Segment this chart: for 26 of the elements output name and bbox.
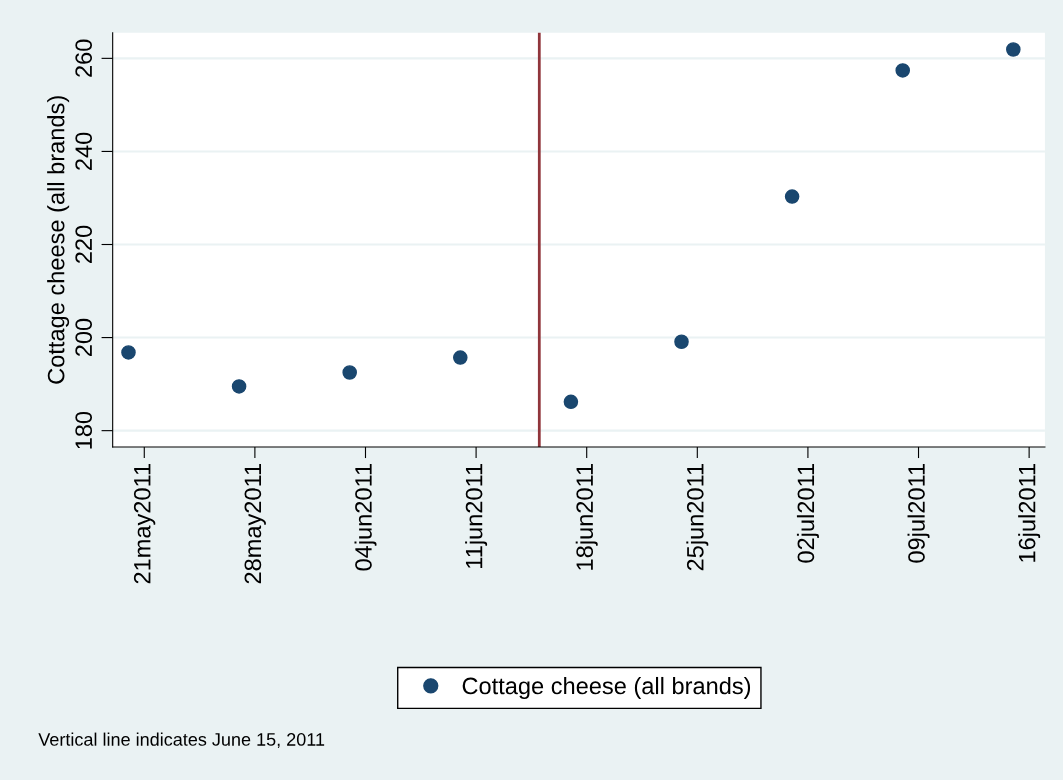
point — [121, 345, 136, 360]
x-tick-label: 21may2011 — [133, 464, 156, 584]
point — [453, 350, 468, 365]
point — [784, 189, 800, 204]
point — [895, 63, 911, 78]
point — [231, 379, 247, 394]
y-tick-label: 260 — [75, 39, 93, 77]
x-tick-label: 25jun2011 — [686, 464, 709, 571]
x-tick-label: 28may2011 — [244, 464, 266, 584]
point — [563, 394, 579, 410]
x-tick-label: 02jul2011 — [796, 464, 819, 563]
x-tick-label: 11jun2011 — [465, 464, 488, 568]
point — [342, 365, 357, 380]
text: Vertical line indicates June 15, 2011 — [38, 732, 325, 748]
x-tick-label: 16jul2011 — [1018, 464, 1041, 562]
y-tick-label: 180 — [75, 411, 93, 449]
point — [1006, 42, 1021, 57]
x-tick-label: 09jul2011 — [907, 464, 930, 563]
point — [674, 334, 689, 350]
y-tick-label: 200 — [75, 318, 93, 357]
x-tick-label: 18jun2011 — [575, 464, 598, 570]
legend-label: Cottage cheese (all brands) — [462, 676, 751, 699]
y-axis-title: Cottage cheese (all brands) — [47, 96, 70, 384]
x-tick-label: 04jun2011 — [354, 464, 377, 571]
y-tick-label: 240 — [75, 132, 93, 170]
y-tick-label: 220 — [75, 225, 93, 264]
